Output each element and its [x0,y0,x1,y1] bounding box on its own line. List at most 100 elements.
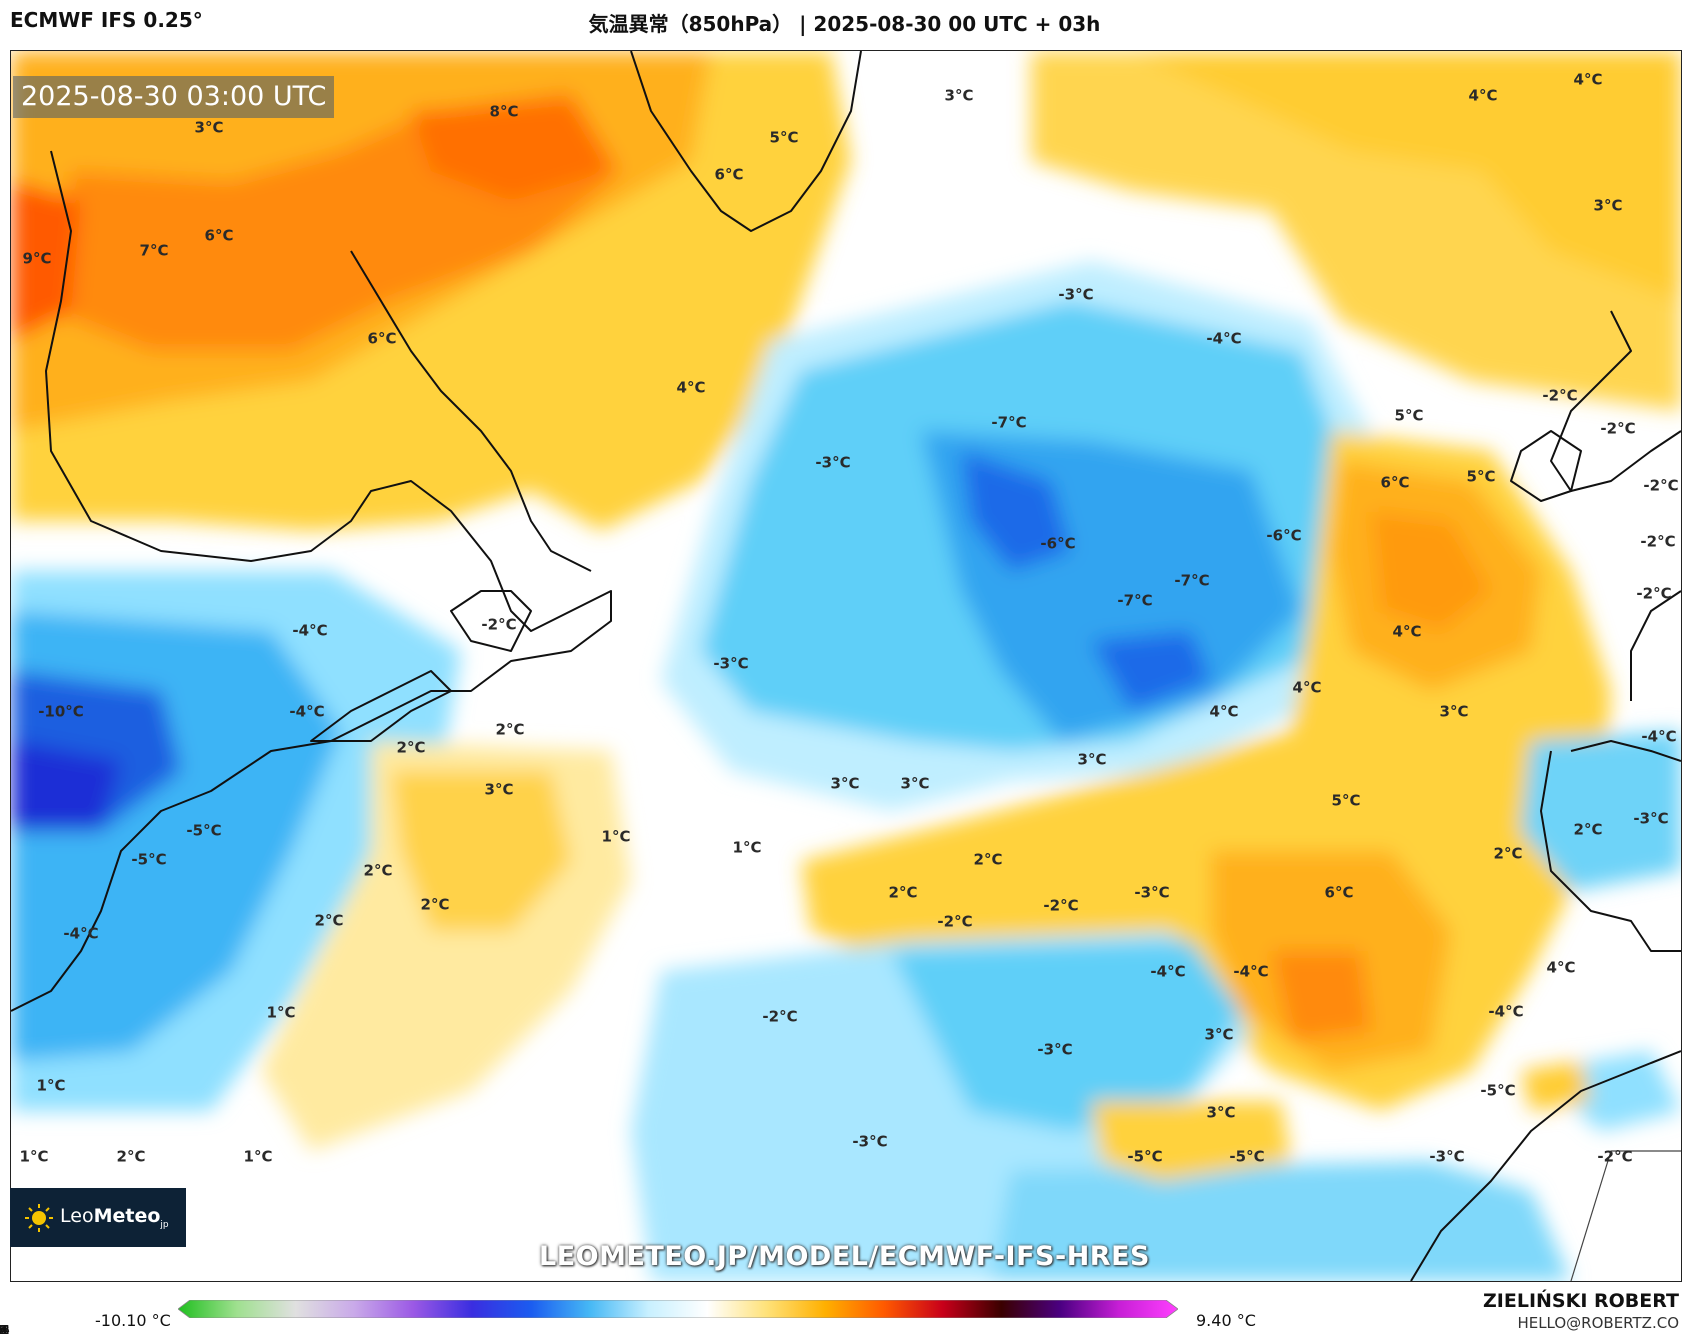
contour-label: 3°C [901,775,930,793]
contour-label: 4°C [1574,71,1603,89]
coast-morocco [1410,1050,1681,1281]
colorbar-tick: 24 [0,1323,8,1337]
contour-label: 2°C [421,896,450,914]
contour-label: -7°C [991,414,1026,432]
contour-label: 3°C [831,775,860,793]
contour-label: 2°C [496,721,525,739]
valid-time-badge: 2025-08-30 03:00 UTC [13,76,335,118]
contour-label: -2°C [1597,1148,1632,1166]
contour-label: -2°C [481,616,516,634]
contour-label: -3°C [852,1133,887,1151]
colorbar-tick: -32 [0,1323,10,1337]
contour-labels: 3°C 8°C 5°C 6°C 3°C 4°C 4°C 9°C 7°C 6°C … [20,71,1679,1166]
anomaly-field [11,51,1681,1281]
contour-label: 3°C [1594,197,1623,215]
contour-label: -5°C [186,822,221,840]
contour-label: 6°C [205,227,234,245]
contour-label: 3°C [195,119,224,137]
contour-label: 2°C [1574,821,1603,839]
contour-label: 2°C [397,739,426,757]
contour-label: -4°C [1150,963,1185,981]
sun-icon [25,1203,53,1232]
contour-label: -3°C [1037,1041,1072,1059]
contour-label: 4°C [1293,679,1322,697]
contour-label: 6°C [715,166,744,184]
author-credit: ZIELIŃSKI ROBERT [1483,1290,1679,1312]
contour-label: -3°C [1633,810,1668,828]
coast-north-america [11,150,612,1012]
contour-label: -3°C [1429,1148,1464,1166]
colorbar-tick: -16 [0,1323,10,1337]
contour-label: 2°C [364,862,393,880]
contour-label: 7°C [140,242,169,260]
contour-label: -4°C [1233,963,1268,981]
contour-label: 8°C [490,103,519,121]
contour-label: 1°C [267,1004,296,1022]
contour-label: -4°C [1488,1003,1523,1021]
contour-label: -4°C [63,925,98,943]
contour-label: 1°C [20,1148,49,1166]
contour-label: 5°C [1332,792,1361,810]
coast-greenland [630,51,862,232]
contour-label: -5°C [1229,1148,1264,1166]
coastlines [11,51,1681,1281]
contour-label: -3°C [1058,286,1093,304]
colorbar-tick: 0 [0,1323,4,1337]
contour-label: -2°C [1640,533,1675,551]
coast-france [1630,590,1681,701]
contour-label: 4°C [1547,959,1576,977]
contour-label: 4°C [1210,703,1239,721]
contour-label: 3°C [1205,1026,1234,1044]
contour-label: 1°C [733,839,762,857]
coast-newfoundland [450,590,532,652]
map-title: 気温異常（850hPa） | 2025-08-30 00 UTC + 03h [588,12,1101,36]
contour-label: -5°C [131,851,166,869]
contour-label: -6°C [1040,535,1075,553]
contour-label: -4°C [292,622,327,640]
colorbar-tick: 8 [0,1323,4,1337]
contour-label: 5°C [1395,407,1424,425]
contour-label: -2°C [1643,477,1678,495]
contour-label: -2°C [1542,387,1577,405]
author-email[interactable]: HELLO@ROBERTZ.CO [1517,1314,1679,1332]
contour-label: 2°C [315,912,344,930]
contour-label: 4°C [677,379,706,397]
contour-label: 2°C [1494,845,1523,863]
contour-label: -10°C [38,703,84,721]
colorbar-tick: 16 [0,1323,8,1337]
contour-label: 5°C [1467,468,1496,486]
contour-label: 1°C [244,1148,273,1166]
contour-label: -2°C [1600,420,1635,438]
coast-labrador [350,250,592,572]
contour-label: 3°C [1078,751,1107,769]
contour-label: 3°C [945,87,974,105]
contour-label: -4°C [289,703,324,721]
contour-label: -6°C [1266,527,1301,545]
coast-britain [1550,310,1681,492]
colorbar-min-label: -10.10 °C [95,1311,171,1330]
contour-label: -3°C [713,655,748,673]
border-africa [1570,1150,1681,1281]
contour-label: -4°C [1641,728,1676,746]
contour-label: -2°C [1043,897,1078,915]
coast-iberia [1540,740,1681,952]
contour-label: 3°C [1207,1104,1236,1122]
colorbar-tick: -8 [0,1323,6,1337]
contour-label: 2°C [889,884,918,902]
contour-label: -3°C [1134,884,1169,902]
watermark-url: LEOMETEO.JP/MODEL/ECMWF-IFS-HRES [539,1241,1150,1272]
contour-label: 1°C [602,828,631,846]
contour-label: -4°C [1206,330,1241,348]
colorbar-tick: 32 [0,1323,8,1337]
leometeo-logo[interactable]: LeoMeteojp [10,1188,186,1247]
coast-ireland [1510,430,1582,502]
contour-label: 9°C [23,250,52,268]
contour-label: -5°C [1480,1082,1515,1100]
contour-label: -2°C [937,913,972,931]
anomaly-map[interactable]: 3°C 8°C 5°C 6°C 3°C 4°C 4°C 9°C 7°C 6°C … [10,50,1682,1282]
coast-nova-scotia [310,670,452,742]
contour-label: -2°C [762,1008,797,1026]
contour-label: 5°C [770,129,799,147]
contour-label: 6°C [368,330,397,348]
colorbar [178,1300,1178,1318]
